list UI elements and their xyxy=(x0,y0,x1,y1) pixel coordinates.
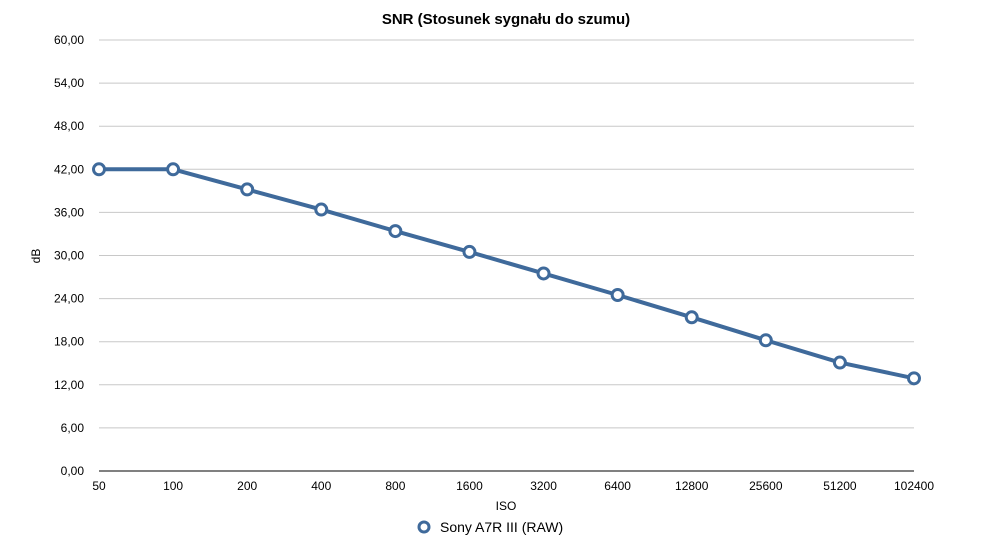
x-axis-tick-labels: 50 100 200 400 800 1600 3200 6400 12800 25600 5120… xyxy=(92,479,934,493)
y-tick-label: 12,00 xyxy=(54,378,84,392)
x-tick-label: 25600 xyxy=(749,479,783,493)
data-point xyxy=(907,371,921,386)
data-point xyxy=(462,244,477,259)
data-point xyxy=(610,288,625,303)
data-point xyxy=(684,310,699,325)
y-tick-label: 48,00 xyxy=(54,119,84,133)
y-axis-tick-labels: 0,00 6,00 12,00 18,00 24,00 30,00 36,00 42,00 48… xyxy=(54,33,84,478)
y-tick-label: 30,00 xyxy=(54,249,84,263)
x-tick-label: 3200 xyxy=(530,479,557,493)
x-tick-label: 50 xyxy=(92,479,106,493)
x-tick-label: 800 xyxy=(385,479,405,493)
legend-label: Sony A7R III (RAW) xyxy=(440,519,563,535)
data-point xyxy=(166,162,181,177)
y-tick-label: 18,00 xyxy=(54,335,84,349)
legend: Sony A7R III (RAW) xyxy=(417,519,563,535)
data-point xyxy=(388,224,403,239)
data-point xyxy=(92,162,106,177)
legend-marker xyxy=(417,520,431,534)
x-tick-label: 102400 xyxy=(894,479,934,493)
y-tick-label: 54,00 xyxy=(54,76,84,90)
data-point xyxy=(758,333,773,348)
x-tick-label: 200 xyxy=(237,479,257,493)
x-tick-label: 12800 xyxy=(675,479,709,493)
x-tick-label: 100 xyxy=(163,479,183,493)
y-tick-label: 24,00 xyxy=(54,292,84,306)
y-axis-title: dB xyxy=(29,249,43,264)
x-tick-label: 400 xyxy=(311,479,331,493)
data-point xyxy=(240,182,255,197)
x-tick-label: 51200 xyxy=(823,479,857,493)
series-line xyxy=(97,167,916,381)
data-point xyxy=(536,266,551,281)
y-tick-label: 42,00 xyxy=(54,162,84,176)
chart-title: SNR (Stosunek sygnału do szumu) xyxy=(382,11,630,28)
series-layer xyxy=(92,162,921,386)
y-tick-label: 0,00 xyxy=(61,464,85,478)
gridlines xyxy=(99,39,914,429)
y-tick-label: 6,00 xyxy=(61,421,85,435)
data-point xyxy=(832,355,847,370)
data-point xyxy=(314,202,329,217)
y-tick-label: 36,00 xyxy=(54,205,84,219)
x-axis-title: ISO xyxy=(496,499,517,513)
x-tick-label: 6400 xyxy=(604,479,631,493)
y-tick-label: 60,00 xyxy=(54,33,84,47)
x-tick-label: 1600 xyxy=(456,479,483,493)
